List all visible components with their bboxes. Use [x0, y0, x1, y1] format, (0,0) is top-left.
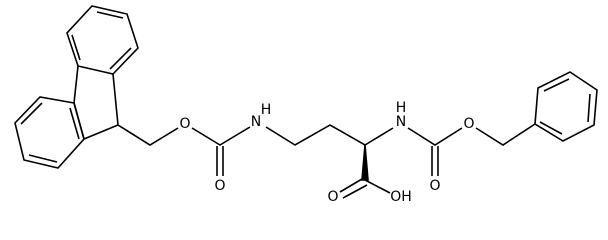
bonds: [14, 5, 598, 199]
atom-label: O: [214, 178, 225, 194]
ring: [66, 5, 139, 75]
bond: [96, 11, 124, 19]
bond: [364, 179, 391, 194]
bond: [587, 93, 591, 123]
bond: [69, 107, 80, 140]
ring: [534, 71, 598, 142]
bond: [475, 123, 536, 146]
structure: O O N H N H O O O OH: [14, 5, 598, 205]
bond: [109, 47, 132, 70]
atom-label: H: [261, 102, 272, 118]
atom-label: O: [179, 116, 190, 132]
atom-label: N: [396, 114, 406, 130]
atom-label: O: [429, 178, 440, 194]
bond: [543, 78, 570, 92]
ring: [14, 96, 85, 169]
bond: [539, 121, 563, 135]
bond: [191, 126, 251, 146]
atom-labels: O O N H N H O O O OH: [179, 100, 474, 205]
bond: [407, 127, 463, 146]
bond: [117, 124, 179, 146]
atom-label: O: [463, 116, 474, 132]
atom-label: OH: [390, 189, 412, 205]
bond: [339, 178, 363, 193]
bond: [20, 102, 43, 125]
bond: [342, 184, 368, 199]
bond: [265, 124, 394, 146]
atom-label: N: [251, 114, 261, 130]
bond: [71, 34, 81, 61]
atom-label: O: [327, 189, 338, 205]
wedge-bond: [361, 144, 369, 181]
bond: [28, 154, 58, 163]
atom-label: H: [396, 100, 407, 116]
